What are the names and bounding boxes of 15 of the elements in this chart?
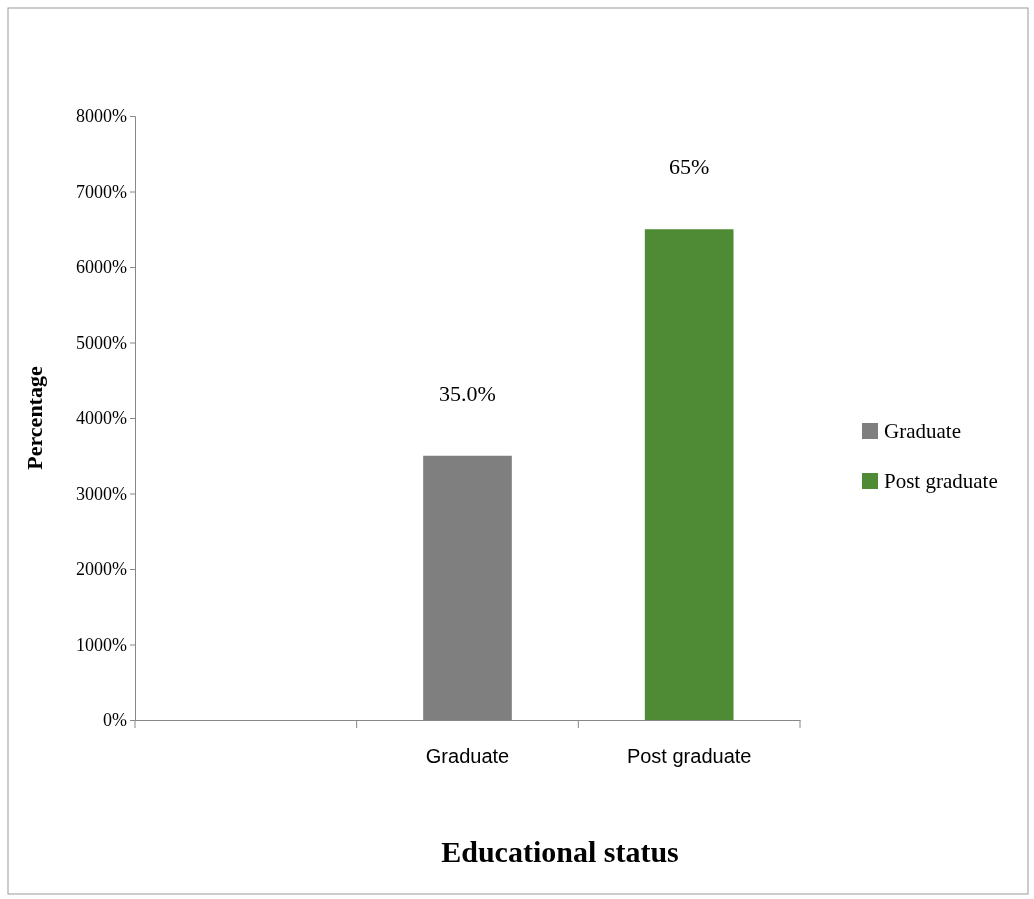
data-label: 65% xyxy=(669,154,710,180)
y-tick-label: 3000% xyxy=(76,483,127,504)
y-tick-label: 1000% xyxy=(76,634,127,655)
legend-label: Post graduate xyxy=(884,469,998,493)
y-axis-title: Percentage xyxy=(22,366,47,470)
y-tick-label: 6000% xyxy=(76,257,127,278)
y-tick-label: 0% xyxy=(103,710,127,731)
data-label: 35.0% xyxy=(439,380,496,406)
y-tick-label: 8000% xyxy=(76,106,127,127)
x-axis-title: Educational status xyxy=(441,835,679,868)
y-tick-label: 7000% xyxy=(76,181,127,202)
y-tick-label: 4000% xyxy=(76,408,127,429)
legend-label: Graduate xyxy=(884,419,961,443)
y-tick-label: 5000% xyxy=(76,332,127,353)
y-tick-label: 2000% xyxy=(76,559,127,580)
